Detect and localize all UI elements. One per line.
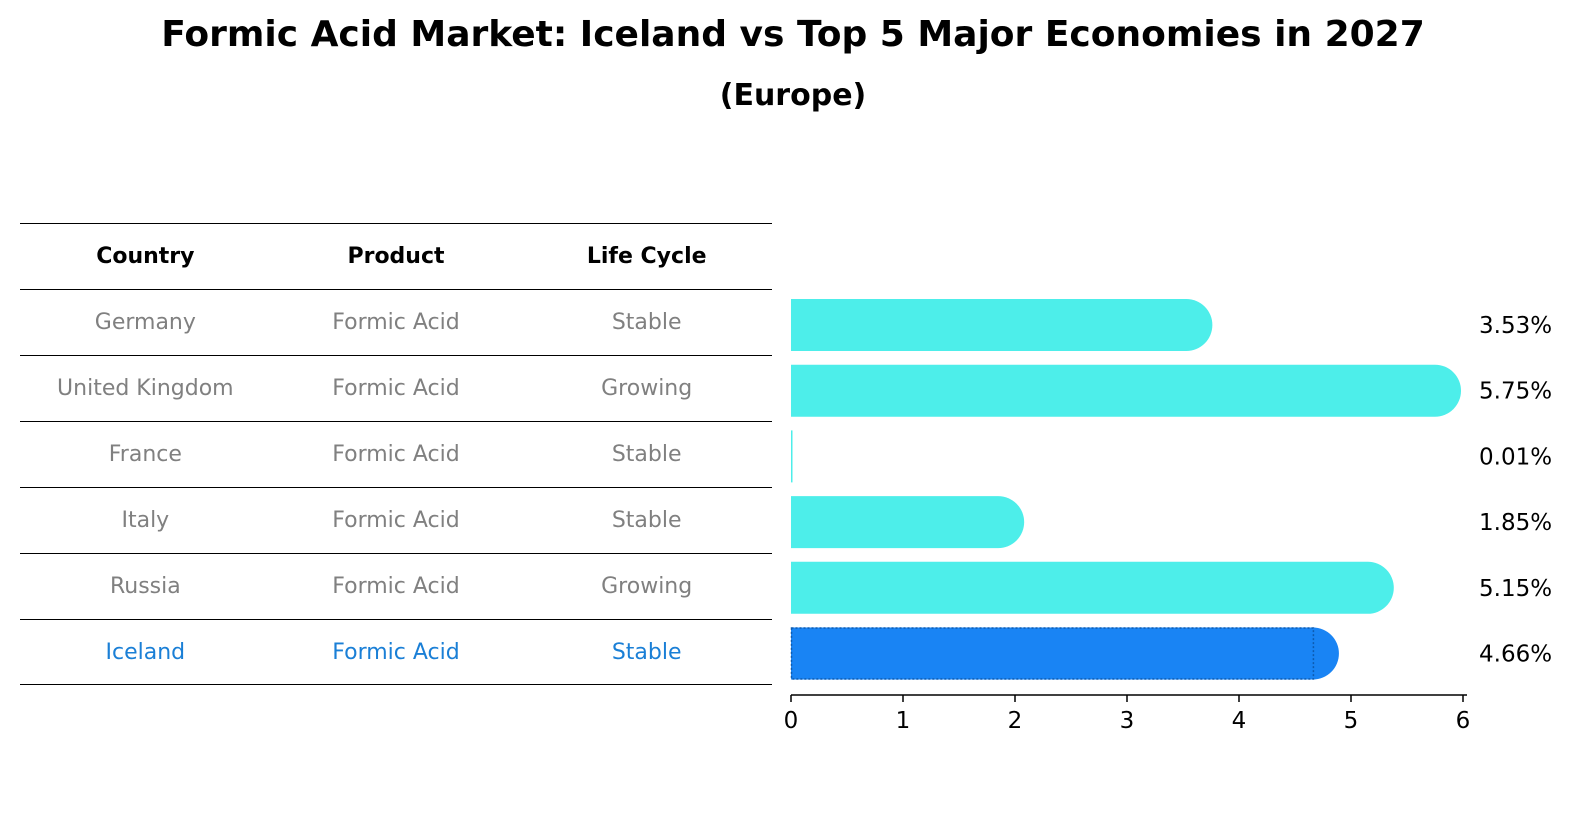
life-cycle-cell: Stable [611, 442, 682, 467]
product-cell: Formic Acid [332, 376, 460, 401]
column-header-product: Product [347, 244, 445, 269]
bar-highlight [791, 627, 1339, 680]
x-tick-label: 2 [1008, 708, 1023, 734]
product-cell: Formic Acid [332, 508, 460, 533]
bar [791, 496, 1025, 549]
chart-subtitle: (Europe) [719, 78, 867, 113]
x-tick-label: 4 [1232, 708, 1247, 734]
value-label: 5.15% [1479, 576, 1552, 602]
country-cell: Russia [109, 574, 181, 599]
country-cell: Iceland [105, 639, 186, 665]
product-cell: Formic Acid [332, 574, 460, 599]
value-label: 3.53% [1479, 313, 1552, 339]
country-cell: France [108, 442, 182, 467]
life-cycle-cell: Growing [601, 574, 693, 599]
life-cycle-cell: Stable [611, 508, 682, 533]
value-label: 4.66% [1479, 642, 1552, 668]
country-cell: Italy [121, 508, 170, 533]
x-tick-label: 3 [1120, 708, 1135, 734]
table-header-row: Country Product Life Cycle [20, 223, 772, 289]
table-row-highlight: Iceland Formic Acid Stable [20, 619, 772, 685]
chart-title: Formic Acid Market: Iceland vs Top 5 Maj… [161, 14, 1425, 55]
life-cycle-cell: Stable [611, 639, 682, 665]
x-tick-label: 1 [896, 708, 911, 734]
life-cycle-cell: Growing [601, 376, 693, 401]
data-table: Country Product Life Cycle Germany Formi… [20, 223, 772, 685]
table-row: Russia Formic Acid Growing [20, 553, 772, 619]
country-cell: Germany [94, 310, 196, 335]
product-cell: Formic Acid [332, 310, 460, 335]
bar [791, 364, 1462, 417]
table-row: United Kingdom Formic Acid Growing [20, 355, 772, 421]
x-tick-label: 5 [1344, 708, 1359, 734]
bar [791, 299, 1213, 351]
column-header-life-cycle: Life Cycle [586, 244, 707, 269]
table-row: Italy Formic Acid Stable [20, 487, 772, 553]
product-cell: Formic Acid [332, 442, 460, 467]
bar [791, 561, 1394, 614]
x-tick-label: 6 [1456, 708, 1471, 734]
x-tick-label: 0 [784, 708, 799, 734]
column-header-country: Country [96, 244, 195, 269]
value-label: 1.85% [1479, 510, 1552, 536]
table-row: France Formic Acid Stable [20, 421, 772, 487]
country-cell: United Kingdom [57, 376, 234, 401]
value-label: 0.01% [1479, 444, 1552, 470]
life-cycle-cell: Stable [611, 310, 682, 335]
bar [791, 430, 793, 483]
product-cell: Formic Acid [332, 639, 460, 665]
value-label: 5.75% [1479, 379, 1552, 405]
bar-highlight-outline [790, 627, 1315, 680]
table-row: Germany Formic Acid Stable [20, 289, 772, 355]
